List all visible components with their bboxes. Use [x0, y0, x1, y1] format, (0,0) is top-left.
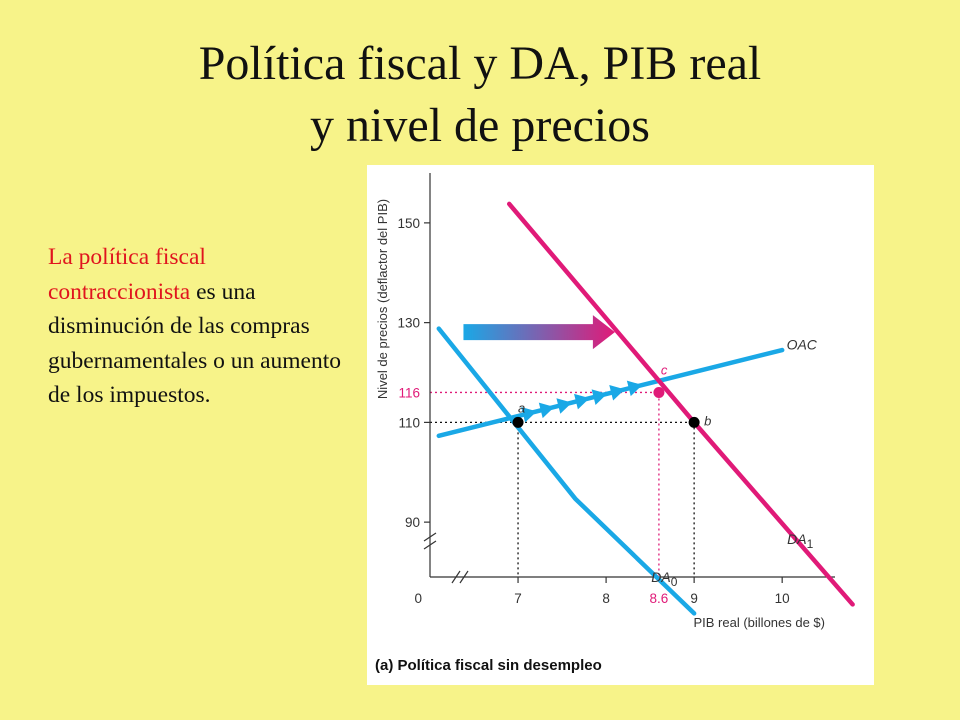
y-highlight-label: 116 [398, 385, 420, 400]
x-tick-label-1: 8 [602, 591, 610, 606]
movement-chevron-6 [626, 380, 643, 397]
point-label-b: b [704, 413, 711, 428]
movement-chevron-2 [556, 398, 572, 414]
x-tick-label-0: 7 [514, 591, 522, 606]
x-highlight-label: 8.6 [650, 591, 669, 606]
series-line-oac [436, 347, 785, 439]
point-c [653, 386, 665, 398]
guide-lines-pink [430, 391, 660, 577]
y-tick-label-1: 110 [398, 415, 420, 430]
point-b [688, 416, 700, 428]
x-axis-break [451, 570, 469, 584]
series-line-da0 [436, 326, 697, 616]
series-label-oac: OAC [787, 337, 818, 353]
slide-title-line-2: y nivel de precios [310, 99, 650, 152]
point-label-c: c [661, 362, 668, 377]
movement-chevron-0 [521, 407, 537, 423]
body-text: La política fiscal contraccionista es un… [48, 240, 348, 413]
body-text-highlight: La política fiscal contraccionista [48, 244, 206, 305]
point-a [512, 416, 524, 428]
x-tick-label-2: 9 [690, 591, 698, 606]
y-axis-break [423, 532, 437, 550]
y-axis-title: Nivel de precios (deflactor del PIB) [375, 199, 390, 399]
chart-caption: (a) Política fiscal sin desempleo [375, 657, 602, 674]
slide-title-line-1: Política fiscal y DA, PIB real [198, 37, 762, 90]
movement-chevron-3 [574, 393, 590, 410]
guide-lines-black [430, 421, 695, 577]
fiscal-policy-chart: 90 110 130 150 7 8 9 10 0 PIB real (billones de $… [375, 173, 855, 674]
demand-shift-arrow [463, 315, 615, 350]
body-text-rest: es una disminución de las compras gubern… [48, 278, 342, 409]
movement-chevron-5 [609, 385, 625, 401]
x-origin-label: 0 [414, 591, 422, 606]
y-tick-label-3: 150 [397, 216, 420, 231]
y-tick-label-0: 90 [405, 515, 420, 530]
point-label-a: a [518, 400, 525, 415]
movement-chevron-1 [538, 402, 555, 419]
y-tick-label-2: 130 [397, 316, 420, 331]
series-label-da1: DA1 [787, 531, 813, 551]
movement-chevron-4 [591, 389, 608, 405]
chart-panel: 90 110 130 150 7 8 9 10 0 PIB real (billones de $… [367, 165, 874, 685]
x-tick-label-3: 10 [775, 591, 790, 606]
x-axis-title: PIB real (billones de $) [693, 615, 825, 630]
